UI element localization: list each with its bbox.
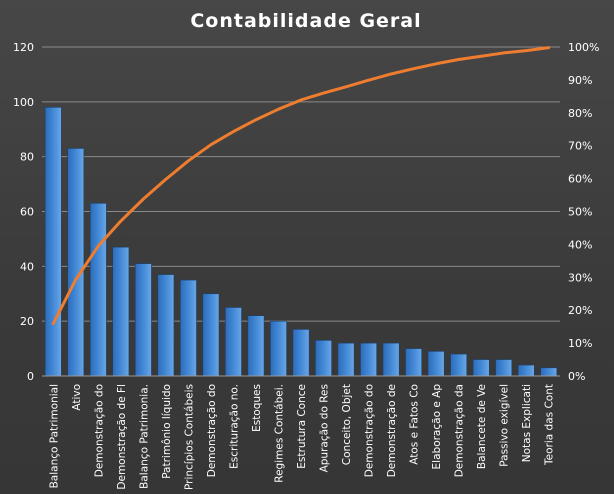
category-label: Demonstração de Fl [116, 384, 128, 490]
right-axis-tick-label: 0% [568, 370, 585, 383]
category-label: Apuração do Res [319, 384, 331, 472]
category-label: Demonstração da [454, 384, 466, 477]
category-label: Balancete de Ve [476, 384, 488, 469]
category-label: Balanço Patrimonia. [138, 384, 150, 489]
left-axis-tick-label: 60 [20, 206, 34, 219]
category-label: Passivo exigível [499, 384, 511, 467]
category-label: Ativo [71, 384, 83, 411]
category-label: Estoques [251, 384, 263, 432]
left-axis-tick-label: 0 [27, 370, 34, 383]
category-label: Princípios Contábeis [183, 384, 195, 490]
chart-title: Contabilidade Geral [190, 10, 421, 32]
bar [450, 353, 468, 377]
right-axis-tick-label: 50% [568, 206, 592, 219]
category-label: Teoria das Cont [544, 384, 556, 466]
bar [67, 148, 85, 377]
bar [472, 359, 490, 377]
category-label: Elaboração e Ap [431, 384, 443, 470]
bar [179, 279, 197, 377]
bar [427, 351, 445, 377]
bar [315, 340, 332, 377]
category-label: Estrutura Conce [296, 384, 308, 469]
category-label: Demonstração do [93, 384, 105, 477]
bar [89, 202, 107, 377]
left-axis-tick-label: 120 [13, 41, 34, 54]
right-axis-tick-label: 20% [568, 304, 592, 317]
bar [540, 367, 558, 377]
category-label: Regimes Contábei. [273, 384, 285, 483]
category-label: Demonstração do [364, 384, 376, 477]
bar [360, 342, 377, 377]
category-label: Notas Explicati [521, 384, 533, 462]
right-axis-tick-label: 100% [568, 41, 599, 54]
right-axis-tick-label: 40% [568, 238, 592, 251]
category-label: Balanço Patrimonial [48, 384, 60, 488]
category-label: Conceito, Objet [341, 384, 353, 465]
cumulative-line-series [51, 46, 551, 326]
bar [112, 246, 130, 377]
category-label: Escrituração no. [228, 384, 240, 469]
left-axis-tick-label: 20 [20, 315, 34, 328]
bar [405, 348, 423, 377]
cumulative-line [51, 46, 551, 326]
bar [157, 274, 175, 377]
bar [270, 320, 287, 377]
bar [247, 315, 265, 377]
category-label: Demonstração do [206, 384, 218, 477]
left-axis-tick-label: 80 [20, 151, 34, 164]
right-axis-tick-label: 30% [568, 271, 592, 284]
category-label: Atos e Fatos Co [409, 384, 421, 465]
bar [134, 263, 152, 377]
bar [495, 359, 513, 377]
right-axis-tick-label: 80% [568, 107, 592, 120]
right-y-axis: 0% 10% 20% 30% 40% 50% 60% 70% 80% 90% 100% [568, 41, 599, 383]
left-axis-tick-label: 40 [20, 260, 34, 273]
bar-series [44, 107, 558, 377]
left-y-axis: 0 20 40 60 80 100 120 [13, 41, 34, 383]
bar [382, 342, 400, 377]
bar [517, 364, 535, 377]
bar [292, 329, 310, 377]
x-axis: Balanço Patrimonial Ativo Demonstração do D… [42, 375, 560, 490]
right-axis-tick-label: 60% [568, 173, 592, 186]
category-label: Demonstração de [386, 384, 398, 477]
bar [337, 342, 355, 377]
right-axis-tick-label: 70% [568, 140, 592, 153]
left-axis-tick-label: 100 [13, 96, 34, 109]
right-axis-tick-label: 10% [568, 337, 592, 350]
bar [202, 293, 220, 377]
bar [225, 307, 242, 377]
bar [44, 107, 62, 377]
category-label: Patrimônio líquido [161, 384, 173, 479]
right-axis-tick-label: 90% [568, 74, 592, 87]
